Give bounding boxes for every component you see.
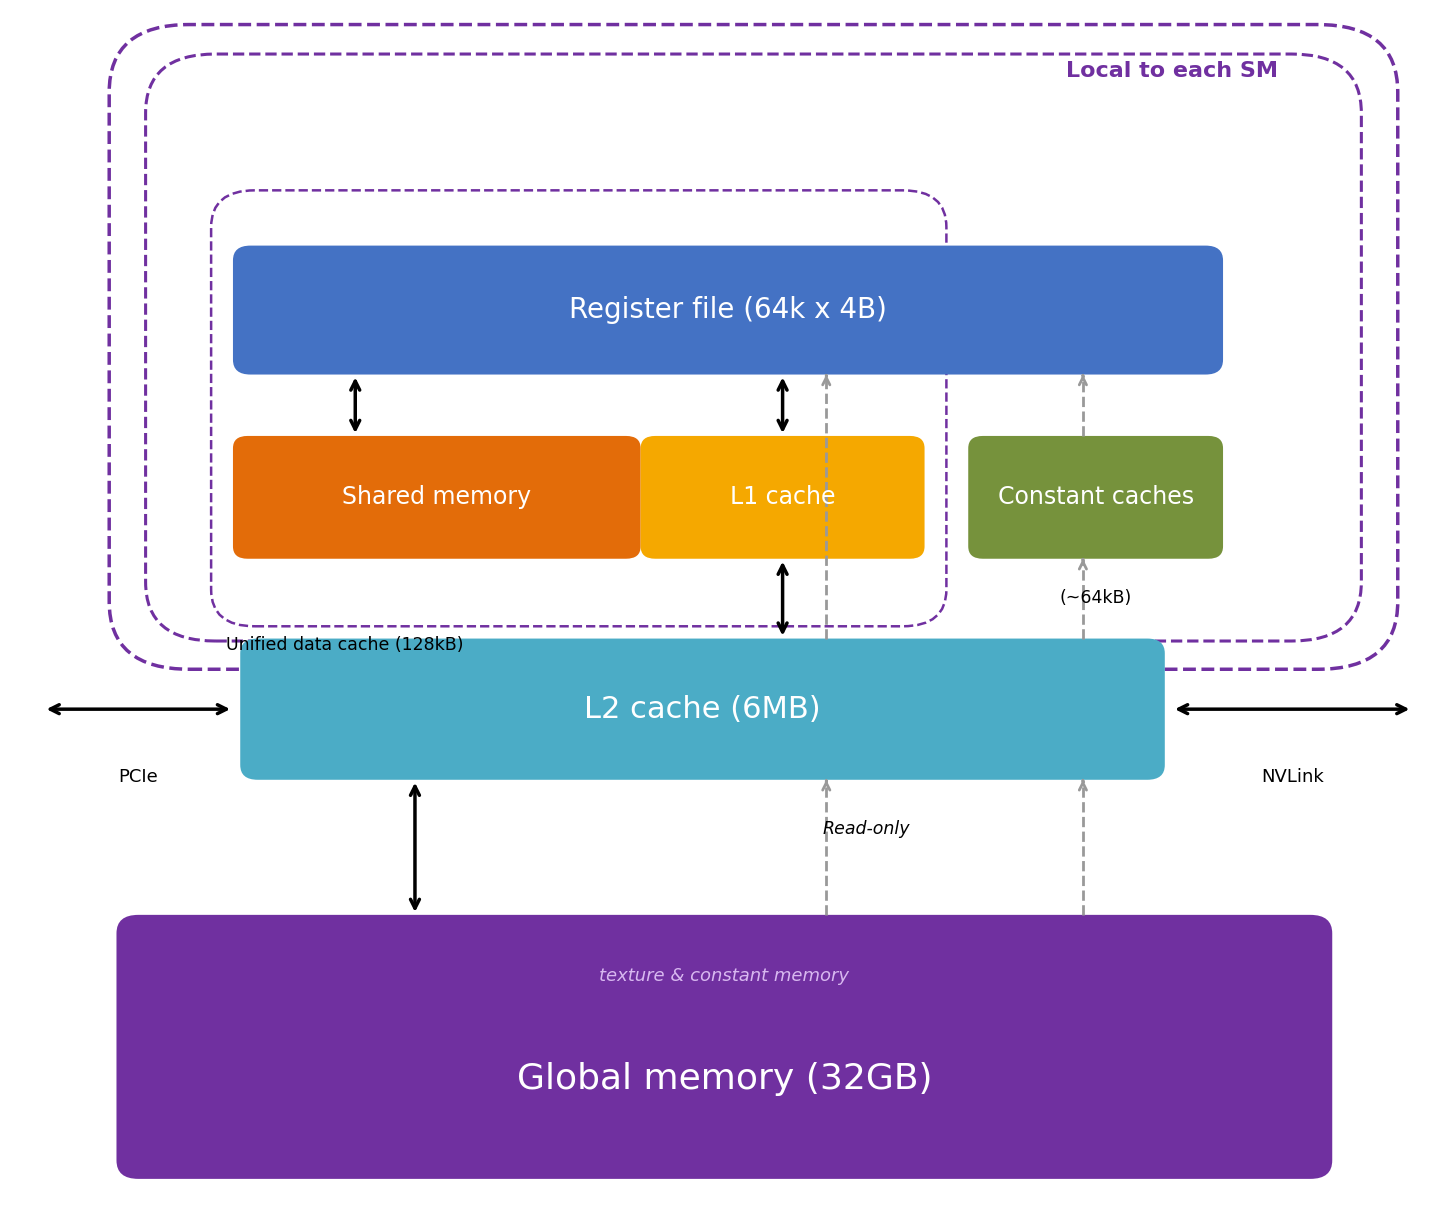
- Text: Global memory (32GB): Global memory (32GB): [517, 1061, 932, 1095]
- Text: PCIe: PCIe: [118, 768, 159, 786]
- Text: Shared memory: Shared memory: [342, 485, 531, 510]
- FancyBboxPatch shape: [240, 639, 1165, 780]
- Text: Register file (64k x 4B): Register file (64k x 4B): [569, 296, 887, 324]
- FancyBboxPatch shape: [233, 436, 641, 559]
- Text: texture & constant memory: texture & constant memory: [600, 966, 849, 985]
- Text: Unified data cache (128kB): Unified data cache (128kB): [226, 636, 463, 655]
- Text: L2 cache (6MB): L2 cache (6MB): [584, 695, 821, 723]
- Text: Local to each SM: Local to each SM: [1066, 61, 1278, 81]
- Text: Read-only: Read-only: [823, 820, 910, 837]
- Text: (~64kB): (~64kB): [1060, 589, 1131, 608]
- Text: NVLink: NVLink: [1261, 768, 1324, 786]
- Text: L1 cache: L1 cache: [729, 485, 836, 510]
- FancyBboxPatch shape: [641, 436, 925, 559]
- FancyBboxPatch shape: [116, 915, 1332, 1179]
- FancyBboxPatch shape: [233, 246, 1223, 375]
- FancyBboxPatch shape: [968, 436, 1223, 559]
- Text: Constant caches: Constant caches: [997, 485, 1194, 510]
